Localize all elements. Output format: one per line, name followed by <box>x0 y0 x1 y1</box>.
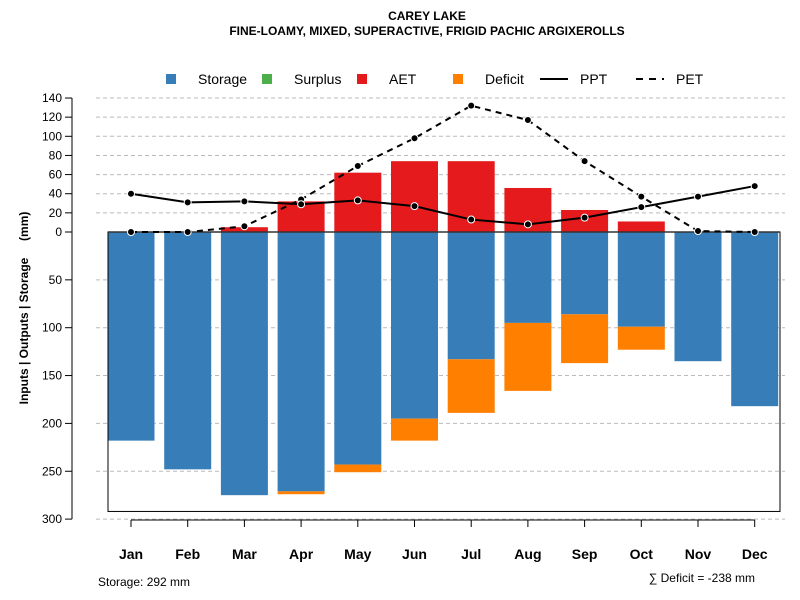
y-tick-label: 150 <box>42 369 62 383</box>
ppt-point-aug <box>523 220 532 229</box>
y-tick-label: 250 <box>42 464 62 478</box>
aet-bar-oct <box>617 221 665 232</box>
y-tick-label: 140 <box>42 91 62 105</box>
ppt-point-may <box>353 196 362 205</box>
legend-label-ppt: PPT <box>580 71 608 87</box>
legend-label-aet: AET <box>389 71 417 87</box>
deficit-bar-apr <box>277 491 325 495</box>
pet-point-may <box>353 161 362 170</box>
y-tick-label: 120 <box>42 110 62 124</box>
y-axis-label: Inputs | Outputs | Storage (mm) <box>17 212 31 405</box>
storage-bar-jun <box>391 232 438 419</box>
storage-bar-aug <box>504 232 552 323</box>
deficit-bar-oct <box>617 326 665 350</box>
storage-bar-dec <box>731 232 779 407</box>
legend-swatch-storage <box>166 74 176 84</box>
deficit-annotation: ∑ Deficit = -238 mm <box>649 571 755 585</box>
y-axis: 0 20 40 60 80 100 120 140 50 100 150 200 250 300 <box>42 91 73 526</box>
legend-label-pet: PET <box>676 71 704 87</box>
storage-bar-sep <box>561 232 609 315</box>
ppt-point-nov <box>694 192 702 201</box>
x-tick-label-jun: Jun <box>402 546 427 562</box>
legend-swatch-deficit <box>453 74 463 84</box>
gridlines <box>96 97 785 520</box>
storage-bar-jul <box>447 232 495 360</box>
storage-bar-nov <box>674 232 722 362</box>
deficit-bar-aug <box>504 322 552 391</box>
pet-point-nov <box>694 227 702 236</box>
x-tick-label-dec: Dec <box>742 546 768 562</box>
legend-swatch-surplus <box>262 74 272 84</box>
y-tick-label: 200 <box>42 416 62 430</box>
y-tick-label: 0 <box>55 225 62 239</box>
storage-bar-mar <box>220 232 268 496</box>
pet-line <box>131 104 755 233</box>
pet-point-jul <box>467 101 476 110</box>
x-axis: Jan Feb Mar Apr May Jun Jul Aug Sep Oct Nov Dec <box>119 519 768 562</box>
ppt-line <box>130 185 755 226</box>
legend-label-surplus: Surplus <box>294 71 341 87</box>
aet-bar-jun <box>391 161 438 232</box>
ppt-point-apr <box>297 200 306 209</box>
storage-bar-jan <box>107 232 155 441</box>
pet-point-oct <box>637 192 646 201</box>
chart-subtitle: FINE-LOAMY, MIXED, SUPERACTIVE, FRIGID P… <box>229 24 624 38</box>
y-tick-label: 50 <box>49 273 63 287</box>
y-tick-label: 100 <box>42 321 62 335</box>
x-tick-label-oct: Oct <box>630 546 654 562</box>
x-tick-label-jul: Jul <box>461 546 481 562</box>
plot-frame <box>107 231 781 512</box>
pet-point-feb <box>183 228 192 236</box>
bars <box>107 161 779 496</box>
x-tick-label-sep: Sep <box>572 546 598 562</box>
y-tick-label: 60 <box>49 168 63 182</box>
pet-point-jan <box>127 228 135 236</box>
deficit-bar-jun <box>391 418 438 441</box>
y-tick-label: 20 <box>49 206 63 220</box>
storage-bar-apr <box>277 232 325 492</box>
x-tick-label-jan: Jan <box>119 546 143 562</box>
ppt-point-oct <box>637 203 646 212</box>
x-tick-label-feb: Feb <box>175 546 200 562</box>
pet-point-jun <box>410 134 419 143</box>
deficit-bar-sep <box>561 314 609 364</box>
y-tick-label: 80 <box>49 148 63 162</box>
pet-point-aug <box>523 116 532 125</box>
y-tick-label: 300 <box>42 512 62 526</box>
chart-title: CAREY LAKE <box>388 9 466 23</box>
deficit-bar-may <box>334 464 382 473</box>
lines <box>127 101 759 236</box>
pet-point-sep <box>580 157 589 166</box>
storage-bar-may <box>334 232 382 465</box>
storage-bar-feb <box>164 232 212 470</box>
ppt-point-mar <box>240 197 249 206</box>
pet-point-mar <box>240 222 249 231</box>
y-tick-label: 40 <box>49 187 63 201</box>
deficit-bar-jul <box>447 359 495 413</box>
legend-label-storage: Storage <box>198 71 247 87</box>
pet-point-dec <box>750 228 759 236</box>
ppt-point-sep <box>580 213 589 222</box>
legend-label-deficit: Deficit <box>485 71 524 87</box>
legend-swatch-aet <box>357 74 367 84</box>
x-tick-label-aug: Aug <box>514 546 541 562</box>
storage-bar-oct <box>617 232 665 327</box>
legend: Storage Surplus AET Deficit PPT PET <box>166 71 704 87</box>
x-tick-label-mar: Mar <box>232 546 257 562</box>
x-tick-label-apr: Apr <box>289 546 314 562</box>
ppt-point-dec <box>750 182 759 191</box>
x-tick-label-may: May <box>344 546 371 562</box>
storage-annotation: Storage: 292 mm <box>98 575 190 589</box>
ppt-point-feb <box>183 198 192 207</box>
ppt-point-jun <box>410 202 419 211</box>
ppt-point-jan <box>127 189 135 198</box>
x-tick-label-nov: Nov <box>685 546 712 562</box>
y-tick-label: 100 <box>42 129 62 143</box>
ppt-point-jul <box>467 215 476 224</box>
